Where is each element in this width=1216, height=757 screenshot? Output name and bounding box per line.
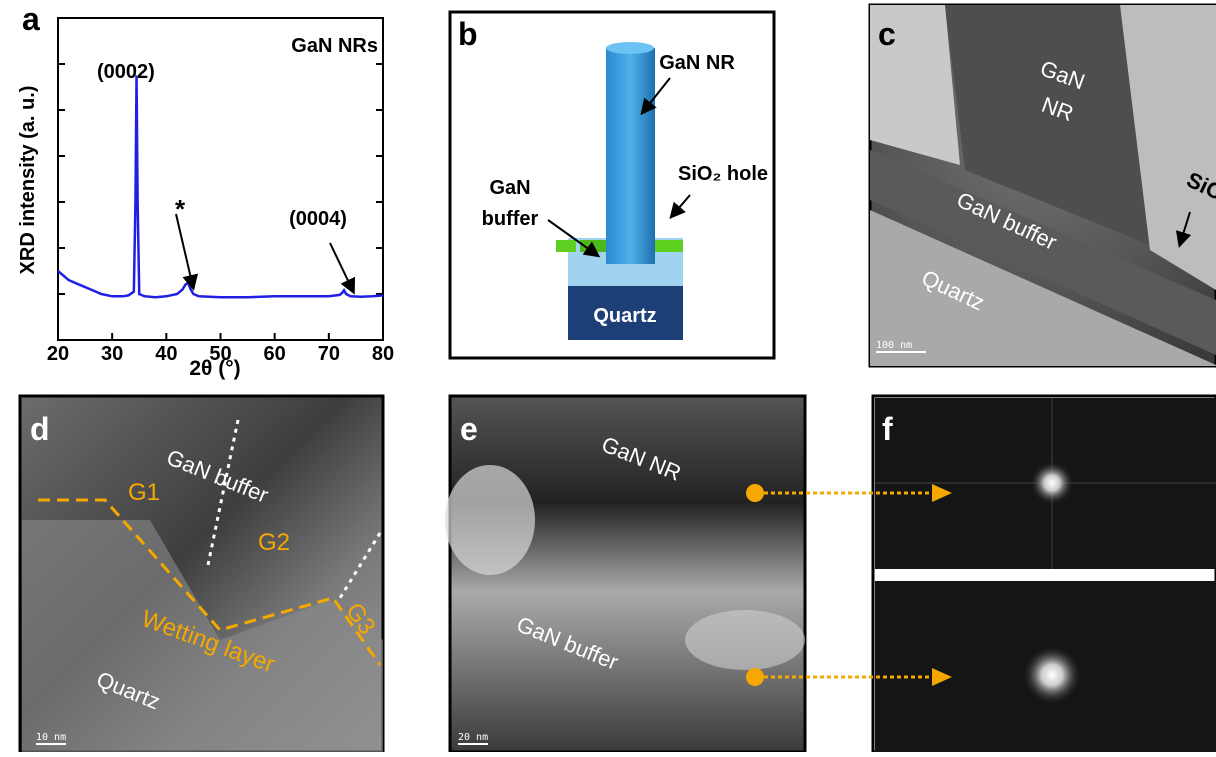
label: SiO₂ hole xyxy=(678,163,768,185)
panel-f: f xyxy=(746,396,1216,752)
fft-spot xyxy=(1022,645,1082,705)
panel-label: f xyxy=(882,411,893,447)
x-tick-label: 40 xyxy=(155,343,177,365)
annotation: (0002) xyxy=(97,61,155,83)
x-tick-label: 70 xyxy=(318,343,340,365)
arrow xyxy=(176,214,193,287)
scale-label: 10 nm xyxy=(36,732,66,743)
label: GaN xyxy=(489,177,530,199)
x-tick-label: 50 xyxy=(209,343,231,365)
nanorod-top xyxy=(606,42,654,54)
chart-title: GaN NRs xyxy=(291,35,378,57)
x-tick-label: 80 xyxy=(372,343,394,365)
panel-label: a xyxy=(22,1,40,37)
panel-label: d xyxy=(30,411,50,447)
probe-dot xyxy=(746,484,764,502)
panel-label: c xyxy=(878,16,896,52)
x-tick-label: 30 xyxy=(101,343,123,365)
bright-region xyxy=(445,465,535,575)
arrow xyxy=(330,243,353,291)
panel-c: c GaN NR SiO₂ GaN buffer Quartz 100 nm xyxy=(870,5,1216,366)
y-axis-label: XRD intensity (a. u.) xyxy=(17,86,39,275)
scale-label: 20 nm xyxy=(458,732,488,743)
label: buffer xyxy=(482,208,539,230)
figure: a GaN NRs 2θ (°) XRD intensity (a. u.) 2… xyxy=(0,0,1216,752)
panel-d: d GaN buffer G1 G2 G3 Wetting layer Quar… xyxy=(20,396,383,752)
label: GaN NR xyxy=(659,52,735,74)
panel-b: b GaN NR SiO₂ hole GaN buffer Quartz xyxy=(450,12,774,358)
annotation: (0004) xyxy=(289,208,347,230)
label: G2 xyxy=(258,529,290,556)
probe-dot xyxy=(746,668,764,686)
xrd-line xyxy=(58,76,383,298)
scale-label: 100 nm xyxy=(876,340,912,351)
fft-spot xyxy=(1030,461,1074,505)
panel-e: e GaN NR GaN buffer 20 nm xyxy=(445,396,805,752)
label: Quartz xyxy=(593,305,656,327)
panel-label: b xyxy=(458,16,478,52)
panel-label: e xyxy=(460,411,478,447)
x-tick-label: 20 xyxy=(47,343,69,365)
panel-a: a GaN NRs 2θ (°) XRD intensity (a. u.) 2… xyxy=(17,1,394,380)
nanorod xyxy=(606,48,655,264)
bright-region xyxy=(685,610,805,670)
sio2 xyxy=(556,240,576,252)
sio2 xyxy=(655,240,683,252)
x-tick-label: 60 xyxy=(264,343,286,365)
label: G1 xyxy=(128,479,160,506)
